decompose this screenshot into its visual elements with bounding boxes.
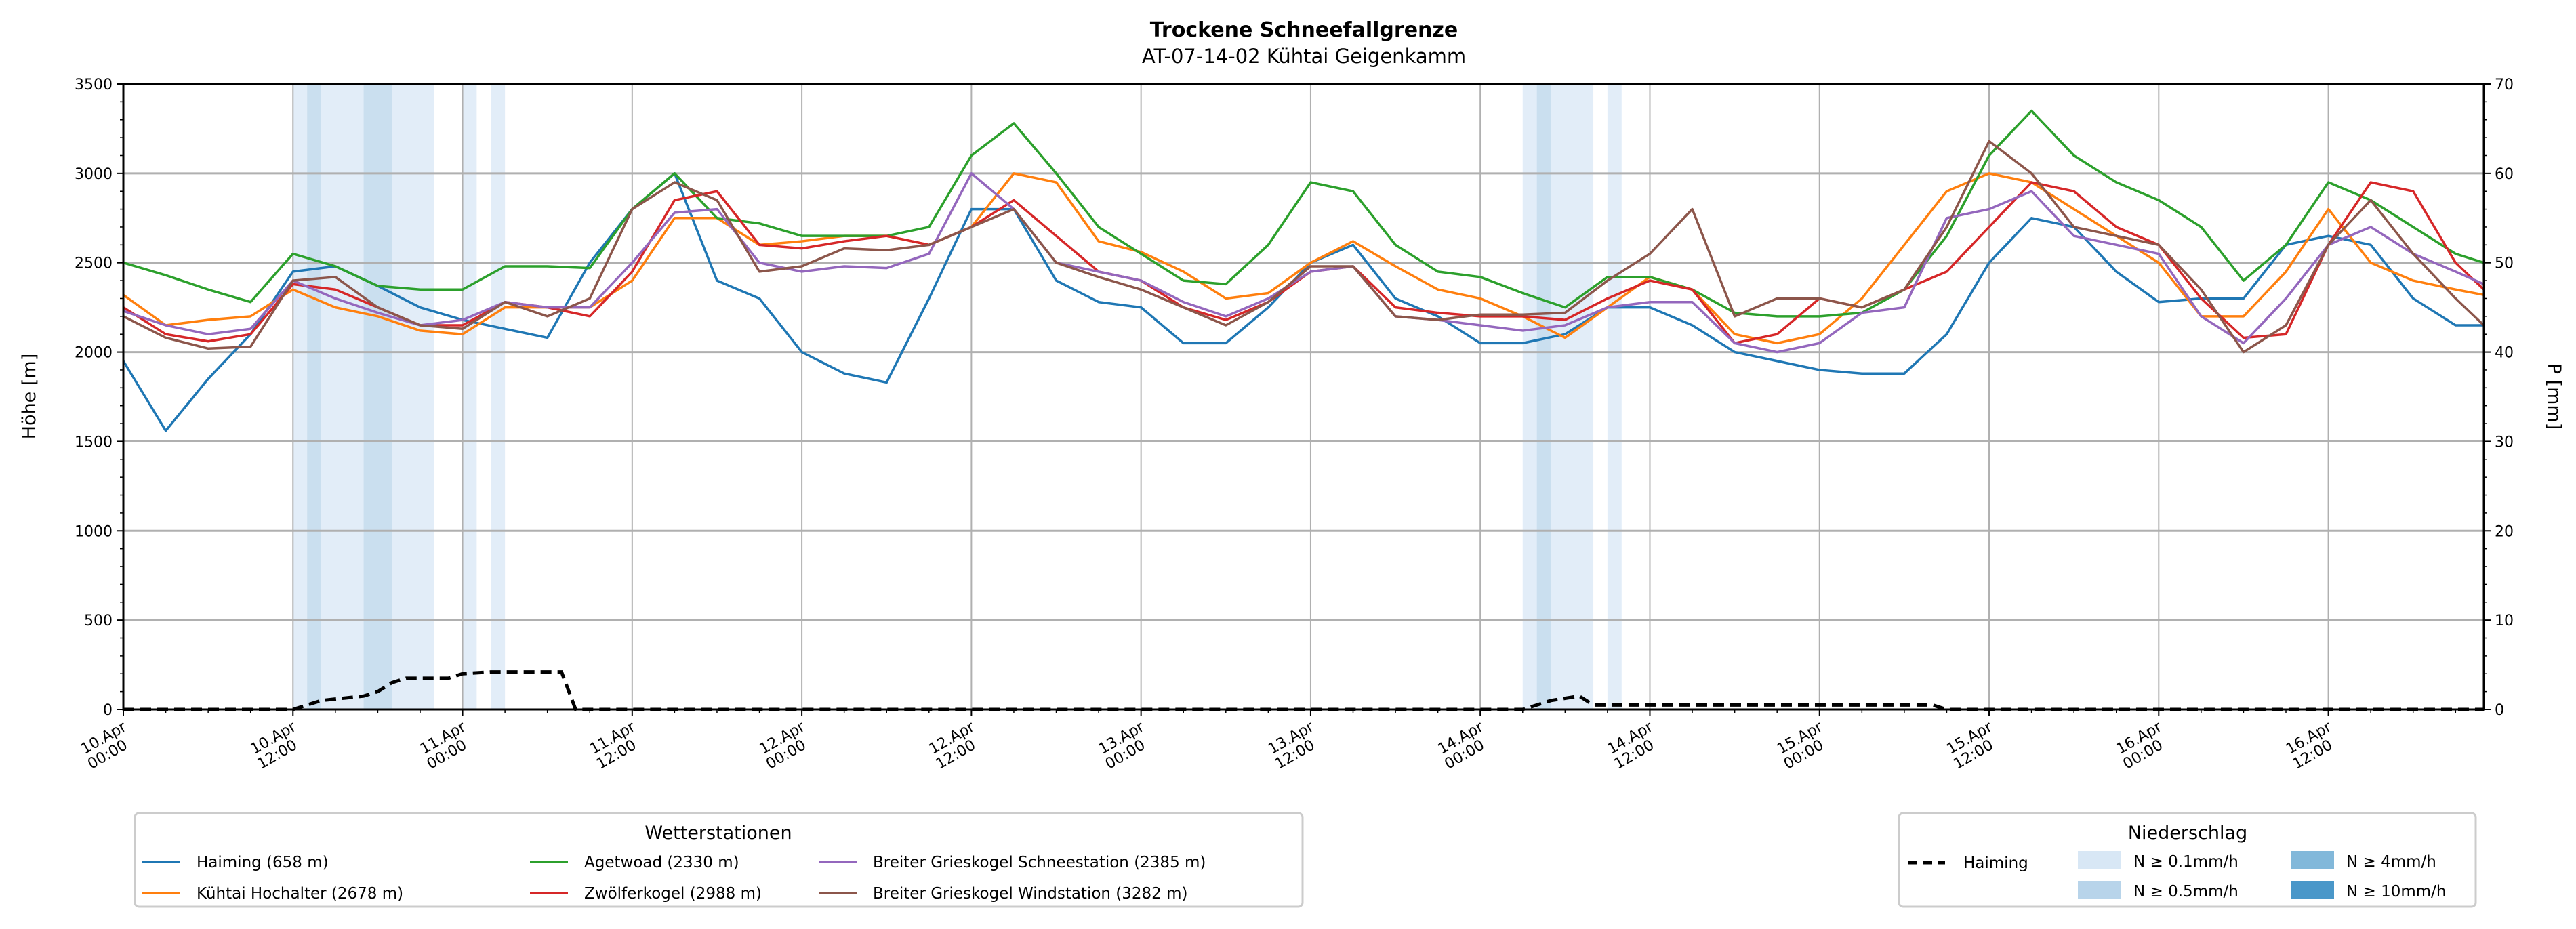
series-line-4 [123, 172, 2485, 354]
plot-frame [122, 83, 2485, 711]
axes: 0 500 1000 1500 2000 2500 3000 3500 0 10 20 30 40 50 6… [75, 77, 2514, 773]
legend-precip: Niederschlag Haiming N ≥ 0.1mm/h N ≥ 0.5m… [1898, 812, 2477, 908]
legend-label: Kühtai Hochalter (2678 m) [197, 885, 403, 903]
series-line-2 [123, 109, 2485, 318]
y-tick-label: 2000 [75, 345, 113, 362]
y-right-tick-label: 70 [2495, 77, 2514, 94]
y-right-tick-label: 10 [2495, 613, 2514, 629]
y-right-tick-label: 20 [2495, 523, 2514, 540]
precip-band [1607, 84, 1622, 709]
legend-stations: Wetterstationen Haiming (658 m) Kühtai Ho… [134, 812, 1304, 908]
y-right-tick-label: 50 [2495, 255, 2514, 272]
legend-label: Haiming (658 m) [197, 854, 329, 871]
legend-precip-line-label: Haiming [1963, 854, 2028, 872]
grid [123, 83, 2484, 711]
legend-precip-swatch [2291, 851, 2334, 869]
legend-label: Breiter Grieskogel Schneestation (2385 m… [873, 854, 1206, 871]
precip-band [307, 84, 321, 709]
y-tick-label: 3500 [75, 77, 113, 94]
legend-stations-title: Wetterstationen [645, 823, 792, 844]
y-tick-label: 0 [103, 702, 113, 719]
precip-band [293, 84, 308, 709]
legend-label: Zwölferkogel (2988 m) [584, 885, 762, 903]
y-right-tick-label: 0 [2495, 702, 2504, 719]
legend-precip-swatch [2078, 881, 2121, 899]
legend-precip-title: Niederschlag [2128, 823, 2247, 844]
legend-label: Agetwoad (2330 m) [584, 854, 739, 871]
precip-band [1522, 84, 1537, 709]
precip-band [363, 84, 392, 709]
precip-bands [293, 84, 1622, 709]
legend-precip-label: N ≥ 4mm/h [2346, 853, 2436, 871]
y-right-tick-label: 40 [2495, 345, 2514, 362]
legend-precip-swatch [2078, 851, 2121, 869]
y-tick-label: 1000 [75, 523, 113, 540]
legend-precip-swatch [2291, 881, 2334, 899]
y-right-tick-label: 30 [2495, 434, 2514, 451]
y-right-tick-label: 60 [2495, 166, 2514, 183]
y-tick-label: 3000 [75, 166, 113, 183]
series-line-5 [123, 140, 2485, 354]
legend-precip-label: N ≥ 0.1mm/h [2133, 853, 2238, 871]
legend-label: Breiter Grieskogel Windstation (3282 m) [873, 885, 1188, 903]
chart-title: Trockene Schneefallgrenze [1150, 18, 1458, 42]
precip-band [321, 84, 364, 709]
y-tick-label: 2500 [75, 255, 113, 272]
y-tick-label: 500 [84, 613, 113, 629]
precip-band [1536, 84, 1551, 709]
series-lines [122, 109, 2485, 711]
y-axis-right-label: P [mm] [2543, 363, 2564, 430]
precip-band [491, 84, 506, 709]
precip-haiming-line [123, 670, 2484, 711]
precip-band [1551, 84, 1594, 709]
precip-band [462, 84, 477, 709]
legend-precip-label: N ≥ 10mm/h [2346, 883, 2447, 901]
chart-subtitle: AT-07-14-02 Kühtai Geigenkamm [1142, 45, 1466, 68]
y-tick-label: 1500 [75, 434, 113, 451]
legend-precip-label: N ≥ 0.5mm/h [2133, 883, 2238, 901]
y-axis-label: Höhe [m] [19, 354, 40, 440]
precip-band [392, 84, 434, 709]
series-line-0 [122, 172, 2484, 432]
